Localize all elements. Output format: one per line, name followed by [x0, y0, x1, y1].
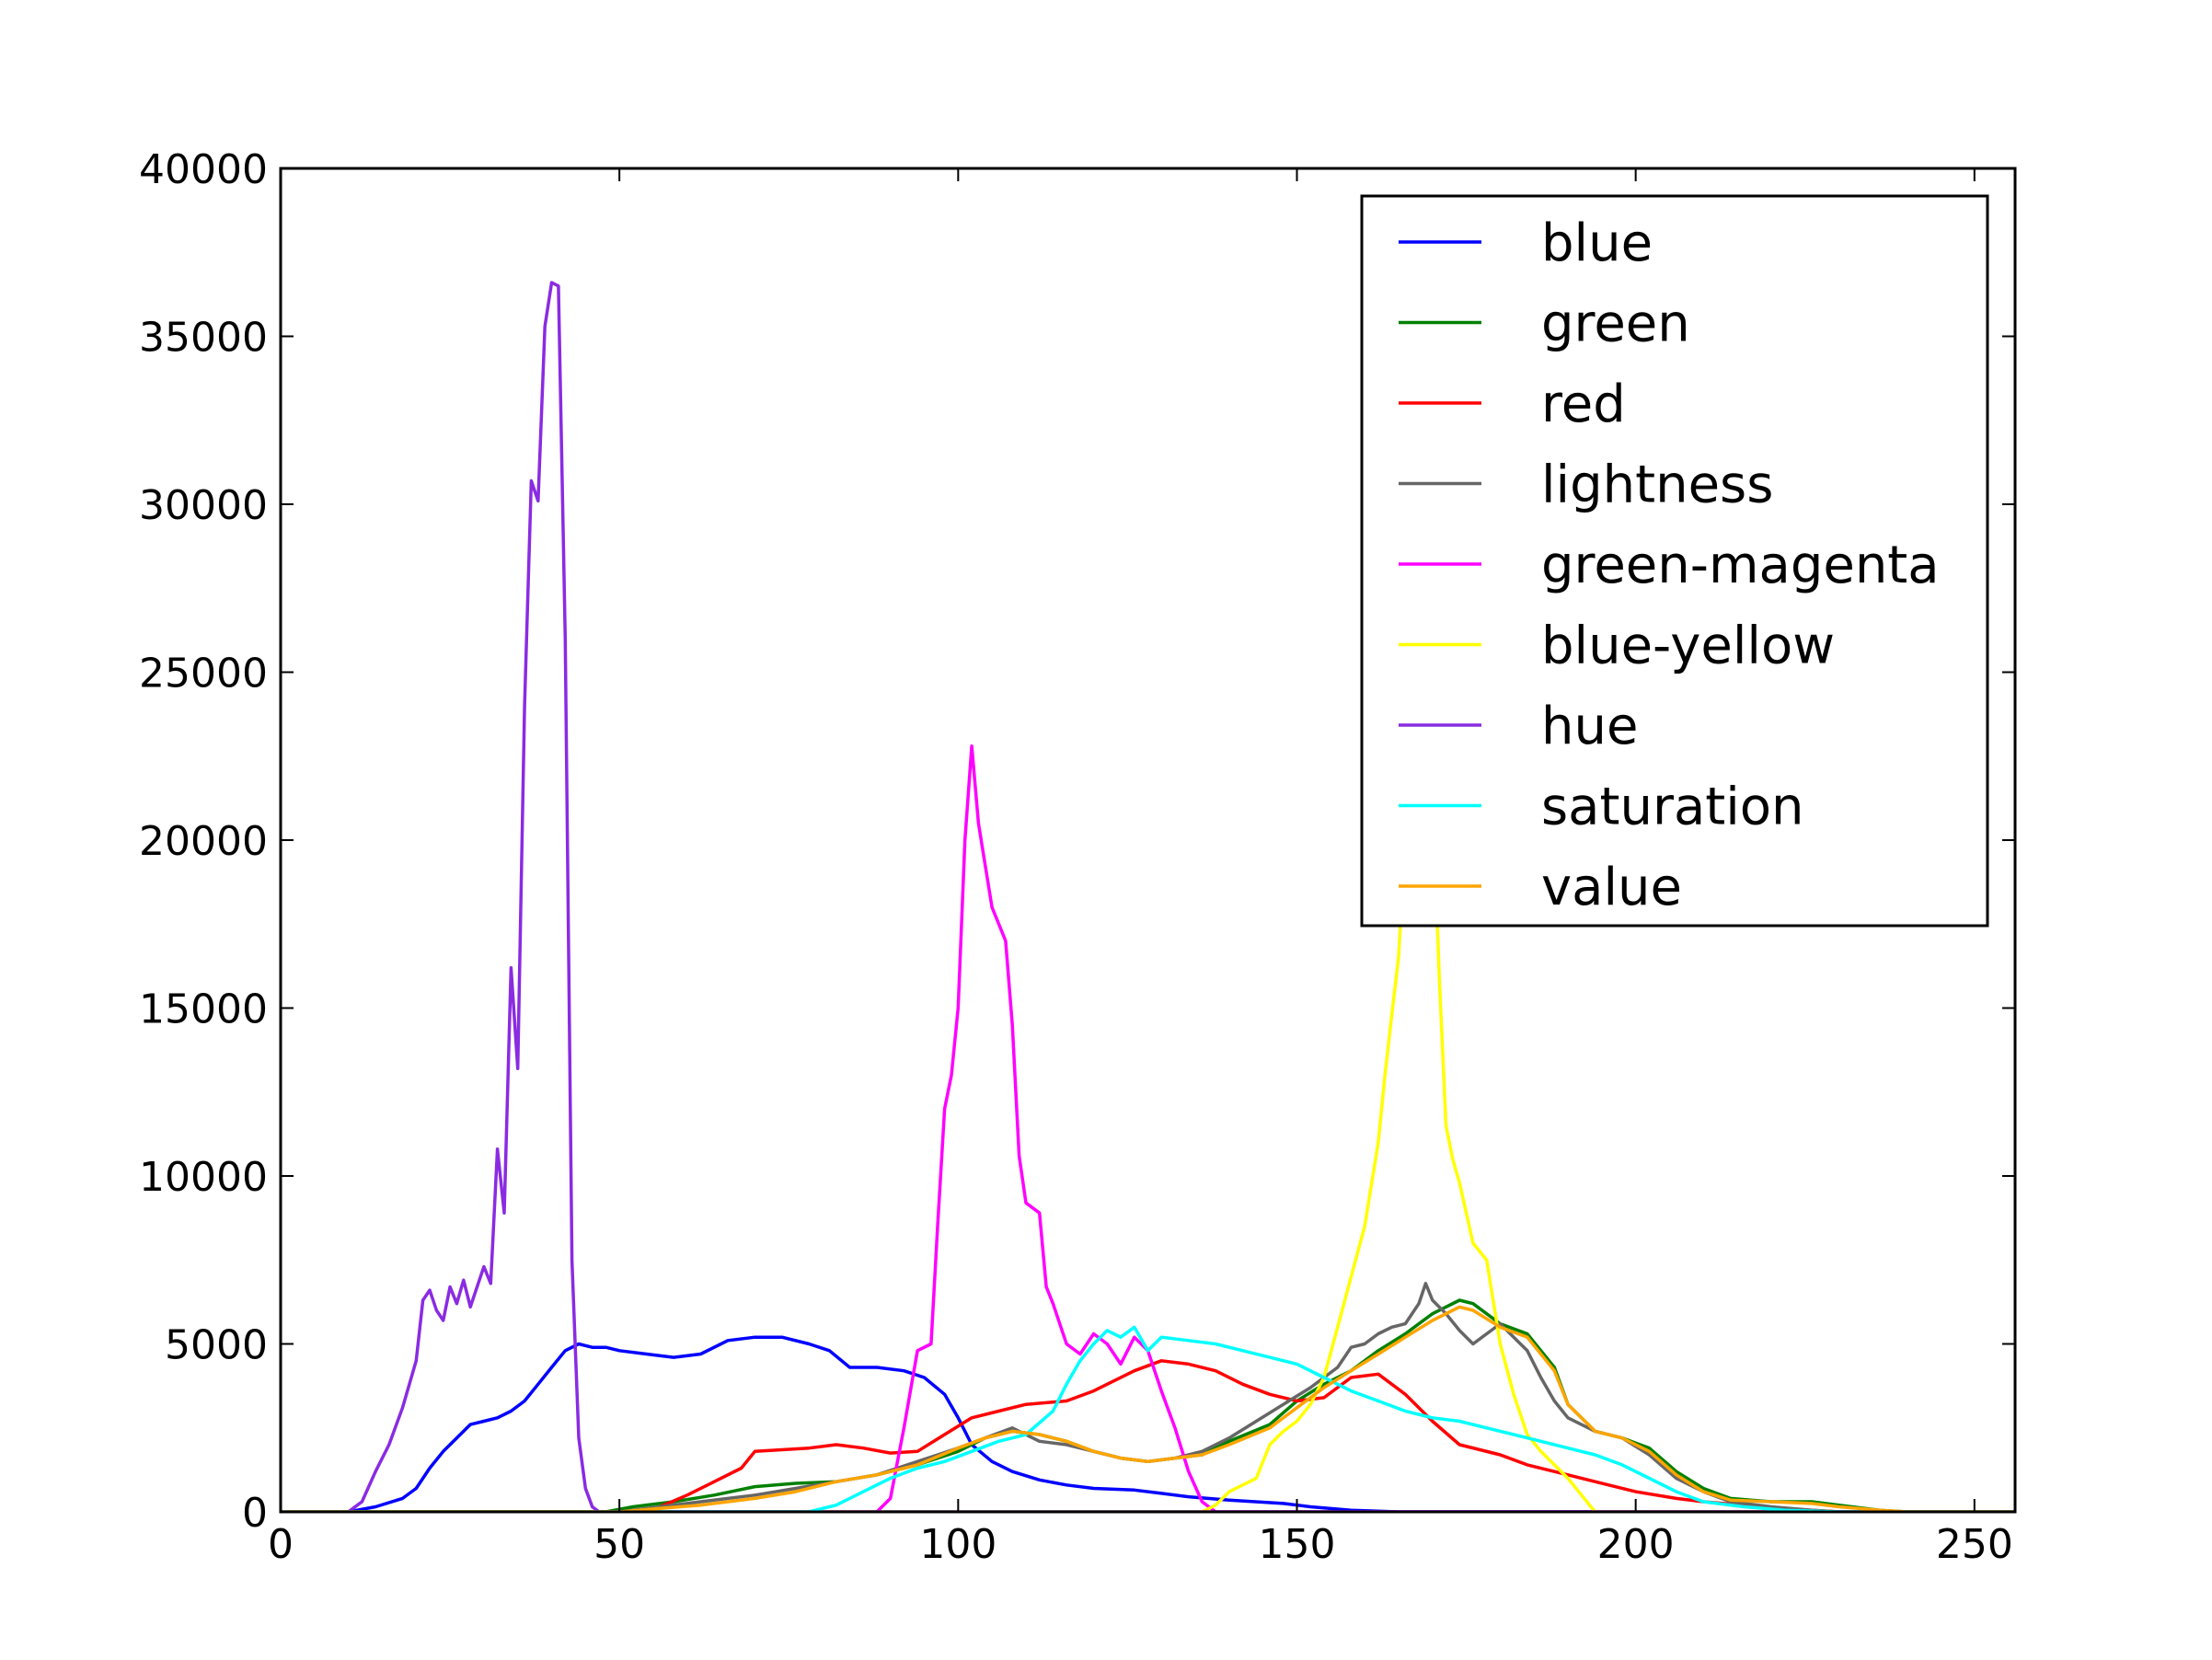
- x-tick-label: 50: [593, 1521, 645, 1568]
- series-line-lightness: [281, 1282, 2015, 1512]
- legend-label-saturation: saturation: [1541, 778, 1804, 837]
- legend-label-blue: blue: [1541, 213, 1653, 273]
- series-line-red: [281, 1359, 2015, 1512]
- x-tick-label: 200: [1597, 1521, 1675, 1568]
- series-line-value: [281, 1305, 2015, 1512]
- y-tick-label: 20000: [139, 818, 268, 865]
- legend-label-blue-yellow: blue-yellow: [1541, 617, 1835, 676]
- legend-label-hue: hue: [1541, 697, 1638, 756]
- legend-label-green-magenta: green-magenta: [1541, 536, 1940, 595]
- x-tick-label: 0: [268, 1521, 294, 1568]
- series-line-saturation: [281, 1325, 2015, 1512]
- legend-label-green: green: [1541, 294, 1690, 354]
- axis-ticks: 0 50 100 150 200 250 0 5000 10000 15000 20000 25000…: [139, 146, 2015, 1568]
- x-tick-label: 150: [1259, 1521, 1336, 1568]
- x-tick-label: 250: [1936, 1521, 2013, 1568]
- y-tick-label: 0: [242, 1490, 268, 1537]
- series-line-hue: [281, 281, 2015, 1512]
- series-line-green-magenta: [281, 744, 2015, 1512]
- y-tick-label: 40000: [139, 146, 268, 193]
- x-tick-label: 100: [919, 1521, 997, 1568]
- series-line-green: [281, 1298, 2015, 1512]
- y-tick-label: 10000: [139, 1154, 268, 1201]
- legend-label-lightness: lightness: [1541, 455, 1773, 515]
- legend-label-value: value: [1541, 858, 1682, 917]
- legend: blue green red lightness green-magenta blue-y…: [1360, 194, 1989, 928]
- series-line-blue: [281, 1335, 2015, 1512]
- y-tick-label: 25000: [139, 651, 268, 697]
- y-tick-label: 30000: [139, 482, 268, 529]
- y-tick-label: 15000: [139, 986, 268, 1033]
- legend-label-red: red: [1541, 375, 1626, 434]
- y-tick-label: 5000: [165, 1322, 268, 1369]
- y-tick-label: 35000: [139, 315, 268, 362]
